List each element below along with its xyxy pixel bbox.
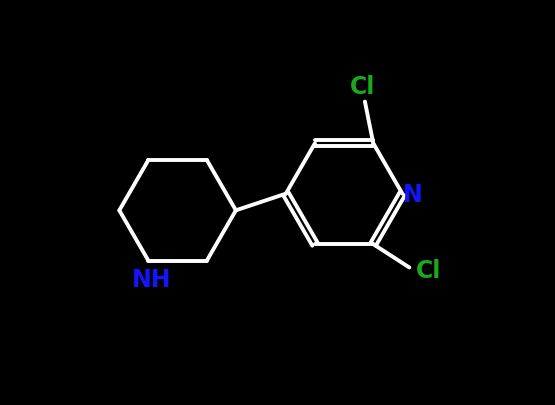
Text: NH: NH xyxy=(132,267,171,291)
Text: N: N xyxy=(402,182,422,206)
Text: Cl: Cl xyxy=(416,258,441,283)
Text: Cl: Cl xyxy=(350,75,375,99)
